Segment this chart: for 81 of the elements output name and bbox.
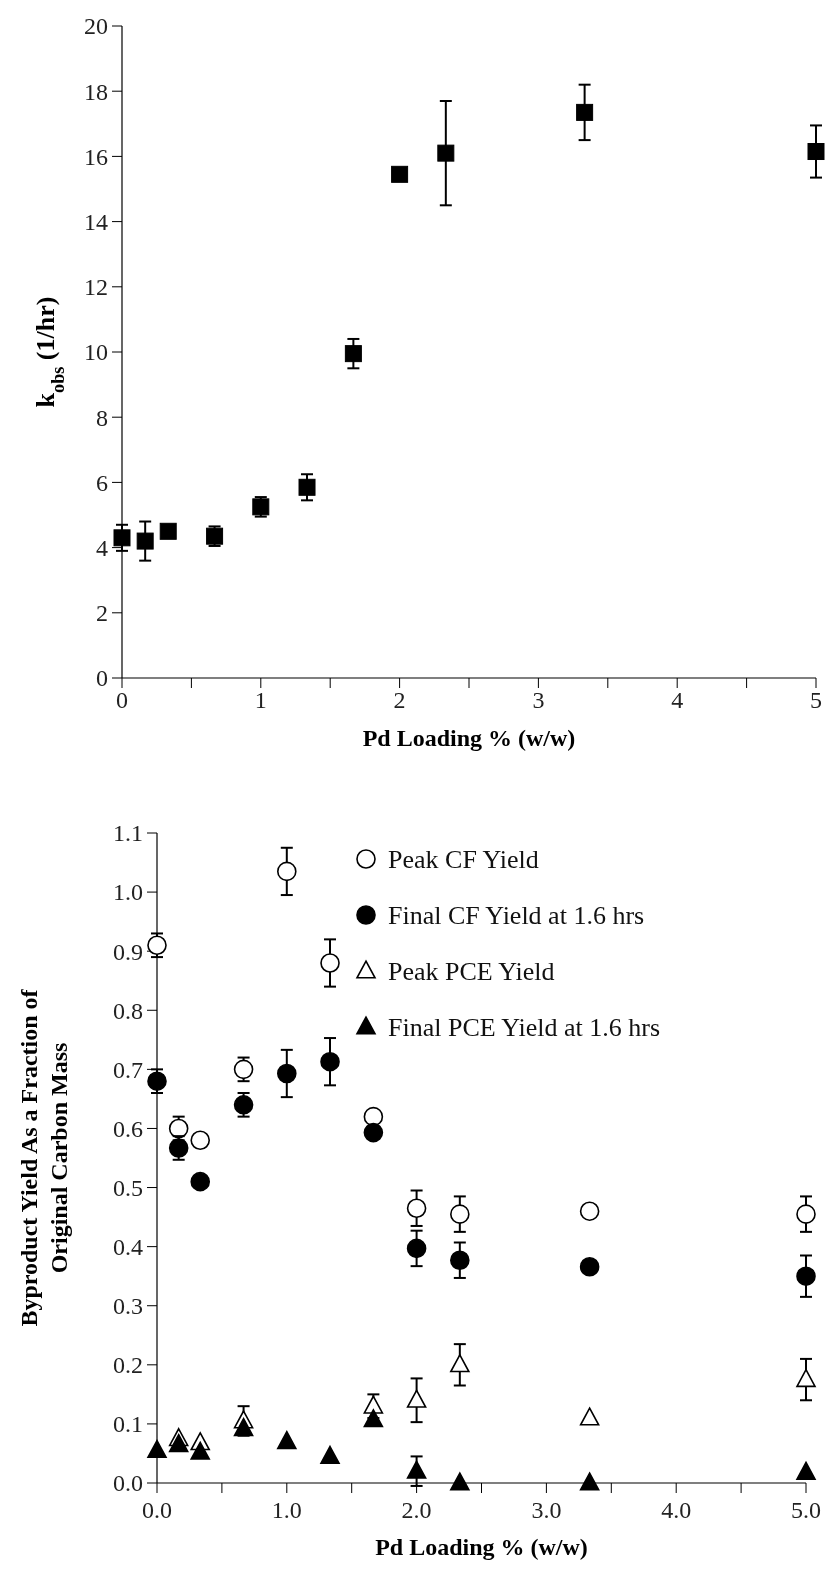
point [363, 1409, 384, 1428]
x-tick-label: 4.0 [661, 1497, 692, 1523]
point [450, 1250, 470, 1271]
point [807, 143, 825, 161]
point [450, 1472, 470, 1491]
y-tick-label: 0.4 [113, 1234, 143, 1261]
y-axis-title: Byproduct Yield As a Fraction of Original Carbon Mass [16, 988, 72, 1327]
y-tick-label: 1.1 [113, 820, 143, 847]
y-tick-label: 0.7 [113, 1056, 143, 1083]
legend-label: Peak CF Yield [388, 845, 539, 875]
y-tick-label: 10 [84, 339, 108, 366]
point [579, 1407, 600, 1426]
x-tick-label: 5.0 [791, 1497, 821, 1523]
point [190, 1171, 211, 1192]
x-tick-label: 0.0 [142, 1497, 172, 1523]
x-tick-label: 5 [810, 687, 822, 713]
legend-label: Final CF Yield at 1.6 hrs [388, 901, 645, 931]
point [159, 522, 177, 540]
y-tick-label: 0.6 [113, 1115, 143, 1142]
x-tick-label: 2.0 [401, 1497, 432, 1523]
y-tick-label: 0.2 [113, 1352, 143, 1379]
point [363, 1395, 384, 1414]
x-axis-title: Pd Loading % (w/w) [375, 1534, 588, 1560]
point [113, 529, 131, 547]
point [320, 1445, 340, 1464]
x-tick-label: 1.0 [271, 1497, 302, 1523]
point [344, 345, 362, 363]
y-tick-label: 0.3 [113, 1293, 143, 1320]
point [576, 103, 594, 121]
point [450, 1354, 470, 1373]
x-tick-label: 2 [393, 687, 406, 713]
y-tick-label: 18 [84, 78, 108, 105]
y-tick-label: 0.1 [113, 1411, 143, 1438]
point [579, 1201, 600, 1221]
point [320, 1051, 340, 1072]
y-tick-label: 1.0 [113, 879, 143, 906]
point [406, 1389, 427, 1408]
y-tick-label: 0.5 [113, 1174, 143, 1201]
x-tick-label: 3.0 [531, 1497, 562, 1523]
point [277, 861, 297, 882]
point [363, 1122, 384, 1143]
point [136, 532, 154, 550]
point [298, 478, 316, 496]
y-tick-label: 0 [96, 665, 108, 692]
y-tick-label: 6 [96, 469, 108, 496]
x-tick-label: 4 [671, 687, 684, 713]
point [406, 1198, 427, 1219]
point [190, 1441, 211, 1460]
y-tick-label: 2 [96, 600, 108, 627]
x-tick-label: 1 [254, 687, 267, 713]
point [277, 1063, 297, 1084]
y-tick-label: 8 [96, 404, 108, 431]
legend-label: Peak PCE Yield [388, 957, 555, 987]
y-tick-label: 16 [84, 143, 108, 170]
x-axis-title: Pd Loading % (w/w) [362, 725, 576, 751]
y-tick-label: 0.0 [113, 1470, 143, 1497]
point [579, 1256, 600, 1277]
y-tick-label: 20 [84, 13, 108, 40]
point [190, 1130, 211, 1151]
point [391, 165, 409, 183]
point [796, 1204, 816, 1224]
point [277, 1430, 297, 1450]
point [320, 953, 340, 973]
y-tick-label: 14 [84, 209, 108, 235]
y-tick-label: 0.8 [113, 997, 143, 1024]
y-tick-label: 4 [96, 535, 108, 561]
point [796, 1461, 816, 1480]
point [796, 1266, 816, 1286]
point [406, 1238, 427, 1259]
point [579, 1472, 600, 1491]
point [796, 1368, 816, 1388]
y-tick-label: 12 [84, 274, 108, 301]
point [406, 1460, 427, 1479]
point [168, 1433, 189, 1453]
x-tick-label: 3 [532, 687, 545, 713]
point [147, 1439, 167, 1459]
point [450, 1204, 470, 1224]
point [437, 144, 455, 162]
legend-label: Final PCE Yield at 1.6 hrs [388, 1013, 661, 1043]
y-tick-label: 0.9 [113, 938, 143, 965]
point [233, 1417, 254, 1437]
